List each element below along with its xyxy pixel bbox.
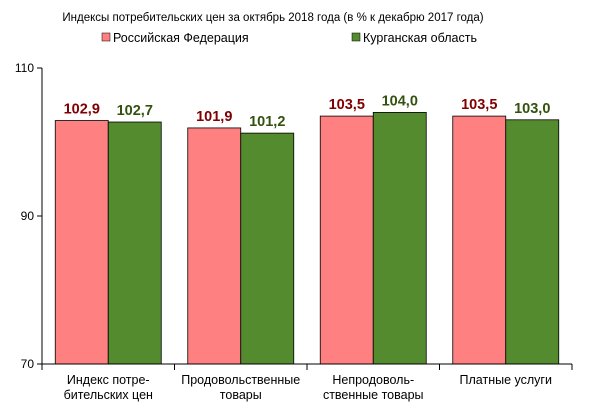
data-label: 103,5: [329, 97, 365, 113]
bars: 102,9 102,7 101,9 101,2 103,5 104,0 103,5 103,0: [54, 93, 560, 365]
x-tick-label: Непродоволь-: [332, 373, 414, 387]
legend-swatch-2: [351, 32, 361, 42]
data-label: 101,2: [249, 114, 285, 130]
data-label: 103,0: [514, 101, 550, 117]
data-label: 101,9: [196, 109, 232, 125]
bar-2-2: [240, 132, 295, 365]
legend: Российская Федерация Курганская область: [101, 31, 477, 45]
bar-1-4: [452, 115, 507, 365]
chart-title: Индексы потребительских цен за октябрь 2…: [62, 12, 483, 24]
data-label: 103,5: [461, 97, 497, 113]
legend-swatch-1: [101, 32, 111, 42]
data-label: 102,7: [117, 103, 153, 119]
x-tick-label: ственные товары: [323, 388, 424, 402]
bar-2-4: [505, 119, 560, 365]
bar-1-2: [187, 127, 242, 365]
x-tick-label: Продовольственные: [181, 373, 300, 387]
x-tick-label: Платные услуги: [460, 373, 552, 387]
x-tick-label: товары: [220, 388, 262, 402]
legend-label-2: Курганская область: [363, 31, 477, 45]
legend-label-1: Российская Федерация: [113, 31, 249, 45]
data-label: 102,9: [64, 102, 100, 118]
bar-1-1: [54, 120, 109, 365]
bar-2-1: [107, 121, 162, 365]
x-axis: Индекс потре-бительских цен Продовольстве…: [41, 363, 573, 402]
y-tick-label: 70: [21, 357, 35, 371]
data-label: 104,0: [382, 93, 418, 109]
bar-2-3: [372, 112, 427, 365]
x-tick-label: Индекс потре-: [67, 373, 150, 387]
bar-1-3: [319, 115, 374, 365]
x-tick-label: бительских цен: [64, 388, 153, 402]
y-axis: 70 90 110: [15, 61, 43, 371]
y-tick-label: 110: [15, 61, 34, 75]
y-tick-label: 90: [21, 209, 35, 223]
